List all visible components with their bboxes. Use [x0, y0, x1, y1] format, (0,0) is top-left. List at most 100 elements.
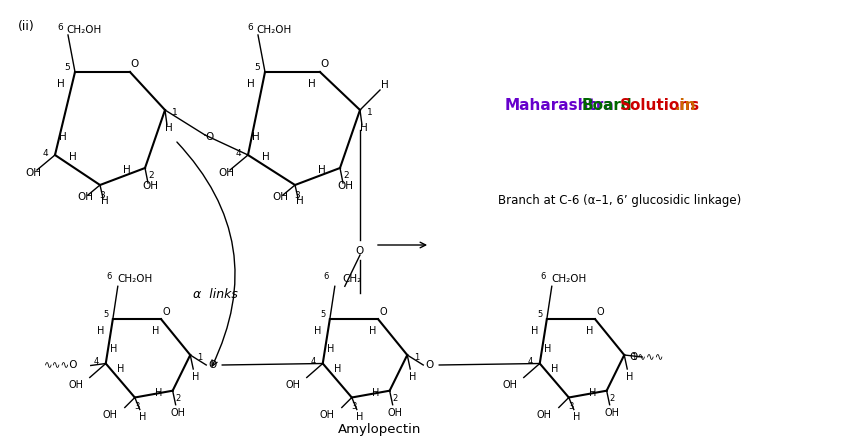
Text: 2: 2	[392, 394, 397, 403]
Text: 5: 5	[254, 62, 259, 71]
Text: OH: OH	[319, 409, 334, 420]
Text: H: H	[110, 343, 118, 354]
Text: 5: 5	[103, 310, 108, 319]
Text: H: H	[380, 80, 388, 90]
Text: H: H	[585, 326, 592, 336]
Text: H: H	[334, 364, 341, 373]
Text: 3: 3	[567, 402, 573, 411]
Text: Maharashtra: Maharashtra	[504, 97, 614, 113]
Text: H: H	[543, 343, 551, 354]
Text: H: H	[318, 165, 326, 175]
Text: H: H	[408, 372, 415, 382]
Text: 6: 6	[539, 272, 545, 281]
Text: OH: OH	[272, 192, 287, 202]
Text: H: H	[59, 132, 67, 142]
Text: Solutions: Solutions	[619, 97, 699, 113]
Text: H: H	[550, 364, 558, 373]
Text: .in: .in	[674, 97, 696, 113]
Text: H: H	[139, 412, 147, 423]
Text: OH: OH	[502, 381, 517, 390]
Text: Board: Board	[581, 97, 632, 113]
Text: H: H	[589, 388, 595, 398]
Text: H: H	[252, 132, 259, 142]
Text: O: O	[321, 59, 328, 69]
Text: OH: OH	[77, 192, 93, 202]
Text: (ii): (ii)	[18, 20, 35, 33]
Text: OH: OH	[170, 408, 185, 418]
Text: 2: 2	[175, 394, 180, 403]
Text: H: H	[117, 364, 125, 373]
Text: OH: OH	[603, 408, 618, 418]
Text: 3: 3	[99, 190, 105, 199]
Text: O∿∿∿: O∿∿∿	[629, 352, 663, 362]
Text: 4: 4	[235, 148, 241, 158]
Text: 1: 1	[413, 353, 418, 361]
Text: CH₂OH: CH₂OH	[117, 274, 152, 284]
Text: H: H	[360, 123, 368, 133]
Text: O: O	[595, 307, 603, 317]
Text: 6: 6	[322, 272, 328, 281]
Text: H: H	[296, 196, 304, 206]
Text: O: O	[131, 59, 139, 69]
Text: H: H	[57, 79, 65, 89]
Text: 1: 1	[172, 108, 177, 117]
Text: α  links: α links	[192, 288, 237, 302]
Text: H: H	[327, 343, 334, 354]
Text: 2: 2	[343, 171, 348, 180]
Text: H: H	[624, 372, 632, 382]
Text: 6: 6	[106, 272, 112, 281]
Text: OH: OH	[337, 181, 352, 191]
Text: O: O	[425, 360, 432, 370]
Text: 1: 1	[367, 108, 373, 117]
Text: O: O	[208, 360, 216, 370]
Text: H: H	[372, 388, 379, 398]
Text: 2: 2	[148, 171, 154, 180]
Text: 5: 5	[64, 62, 70, 71]
Text: Amylopectin: Amylopectin	[338, 424, 421, 436]
Text: H: H	[97, 326, 104, 336]
Text: OH: OH	[25, 168, 41, 178]
Text: OH: OH	[386, 408, 402, 418]
Text: H: H	[101, 196, 108, 206]
Text: CH₂OH: CH₂OH	[550, 274, 586, 284]
Text: 4: 4	[93, 357, 98, 366]
Text: OH: OH	[218, 168, 234, 178]
Text: O: O	[206, 132, 214, 142]
Text: OH: OH	[102, 409, 117, 420]
Text: O: O	[379, 307, 386, 317]
Text: 6: 6	[57, 23, 63, 31]
Text: 3: 3	[134, 402, 139, 411]
Text: CH₂OH: CH₂OH	[67, 25, 102, 35]
Text: OH: OH	[285, 381, 300, 390]
Text: H: H	[69, 152, 77, 162]
Text: O: O	[162, 307, 170, 317]
Text: OH: OH	[68, 381, 83, 390]
Text: H: H	[368, 326, 375, 336]
Text: ∿∿∿O: ∿∿∿O	[44, 361, 78, 370]
Text: H: H	[123, 165, 131, 175]
Text: H: H	[356, 412, 363, 423]
Text: 6: 6	[247, 23, 252, 31]
Text: H: H	[531, 326, 538, 336]
Text: 4: 4	[42, 148, 48, 158]
Text: 1: 1	[630, 353, 635, 361]
Text: H: H	[314, 326, 321, 336]
Text: O: O	[356, 246, 363, 256]
Text: 4: 4	[526, 357, 531, 366]
Text: H: H	[572, 412, 580, 423]
Text: H: H	[191, 372, 199, 382]
Text: 2: 2	[608, 394, 613, 403]
Text: H: H	[154, 388, 162, 398]
Text: CH₂OH: CH₂OH	[256, 25, 291, 35]
Text: CH₂: CH₂	[342, 274, 361, 284]
Text: OH: OH	[536, 409, 551, 420]
Text: 5: 5	[320, 310, 325, 319]
Text: H: H	[247, 79, 254, 89]
Text: 1: 1	[196, 353, 201, 361]
Text: H: H	[165, 123, 172, 133]
Text: 4: 4	[310, 357, 315, 366]
Text: OH: OH	[142, 181, 158, 191]
Text: Branch at C-6 (α–1, 6’ glucosidic linkage): Branch at C-6 (α–1, 6’ glucosidic linkag…	[498, 194, 740, 206]
Text: H: H	[308, 79, 316, 89]
Text: H: H	[262, 152, 270, 162]
